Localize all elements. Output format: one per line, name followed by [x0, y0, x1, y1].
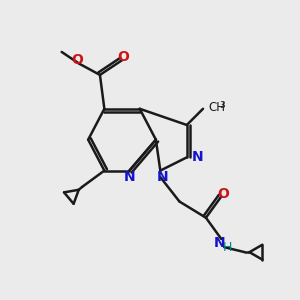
Text: O: O	[71, 53, 83, 67]
Text: N: N	[192, 150, 204, 164]
Text: N: N	[124, 170, 135, 184]
Text: H: H	[223, 241, 232, 254]
Text: N: N	[157, 170, 169, 184]
Text: N: N	[214, 236, 226, 250]
Text: CH: CH	[208, 101, 225, 114]
Text: 3: 3	[220, 101, 225, 110]
Text: O: O	[118, 50, 129, 64]
Text: O: O	[218, 187, 230, 201]
